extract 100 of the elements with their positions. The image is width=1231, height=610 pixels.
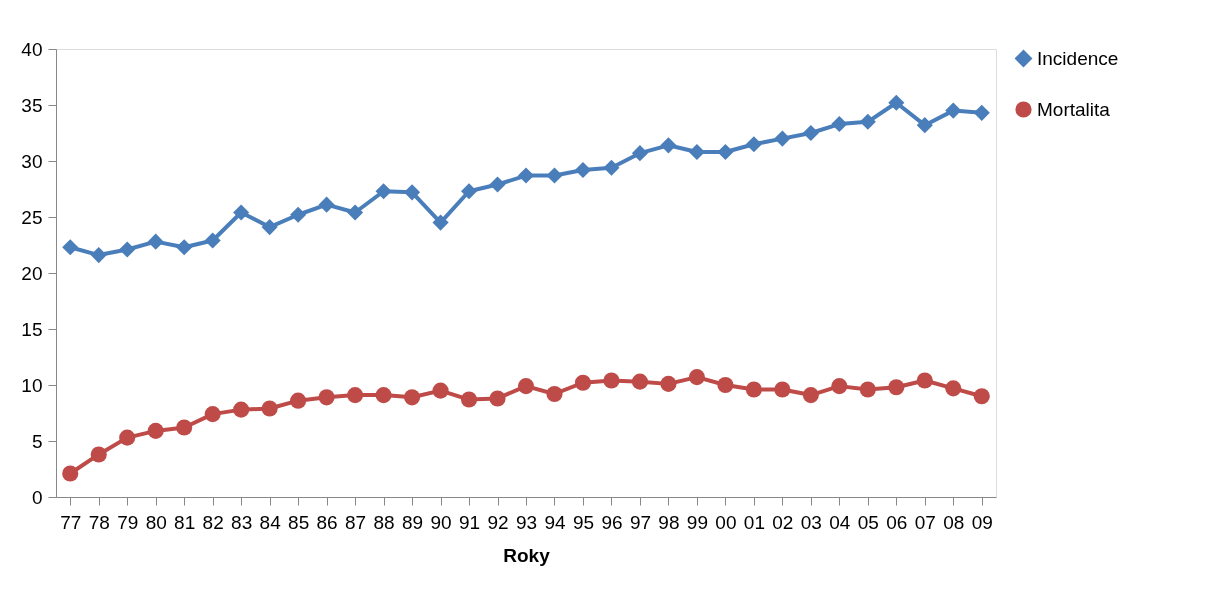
point [717,143,734,161]
point [945,380,962,397]
point [546,385,563,403]
point [517,378,535,395]
point [432,382,449,399]
point [517,167,535,184]
x-tick-label: 80 [145,511,167,533]
point [574,161,592,179]
y-tick-label: 10 [21,374,43,396]
x-tick-label: 86 [316,511,338,533]
point [574,374,592,391]
x-tick-label: 78 [88,511,110,533]
point [204,232,221,249]
point [261,219,278,236]
x-tick-label: 89 [401,511,424,533]
legend-label: Incidence [1037,47,1119,69]
point [119,241,136,258]
point [460,391,478,408]
point [631,373,648,390]
point [688,143,705,161]
point [802,387,819,404]
x-tick-label: 08 [943,511,965,533]
y-tick-label: 20 [21,262,43,284]
point [62,465,79,482]
point [233,204,250,221]
point [460,183,478,200]
point [347,387,364,404]
point [176,239,193,256]
y-tick-label: 30 [21,150,43,172]
point [147,233,164,250]
x-tick-label: 07 [914,511,936,533]
point [717,376,734,394]
point [660,375,677,392]
point [489,176,506,193]
point [90,446,107,463]
y-tick-label: 15 [21,318,43,340]
y-tick-label: 0 [31,486,43,508]
x-tick-label: 92 [487,511,509,533]
x-axis-title: Roky [503,544,551,566]
point [774,381,791,398]
x-tick-label: 97 [629,511,652,533]
point [404,389,421,406]
point [603,372,620,389]
x-tick-label: 84 [259,511,282,533]
x-tick-label: 79 [117,511,139,533]
point [318,389,335,406]
x-tick-label: 99 [686,511,708,533]
x-tick-label: 98 [658,511,680,533]
y-tick-label: 5 [31,430,43,452]
point [546,167,563,184]
point [489,390,506,407]
point [831,378,848,395]
point [945,102,962,119]
point [859,113,876,130]
point [859,381,876,398]
point [973,104,990,121]
point [375,183,392,200]
x-tick-label: 91 [458,511,481,533]
x-tick-label: 85 [288,511,310,533]
point [831,115,848,133]
legend-label: Mortalita [1037,98,1111,120]
point [603,159,620,176]
point [204,406,221,423]
point [119,429,136,446]
y-tick-label: 35 [21,94,43,116]
x-tick-label: 00 [715,511,737,533]
point [888,379,905,396]
x-tick-label: 04 [829,511,851,533]
x-tick-label: 93 [515,511,538,533]
x-tick-label: 02 [772,511,794,533]
point [233,401,250,418]
point [318,196,335,213]
x-tick-label: 96 [601,511,623,533]
point [404,184,421,201]
point [802,124,819,142]
point [973,388,990,405]
x-tick-label: 81 [174,511,196,533]
point [347,204,364,221]
point [90,247,107,264]
point [888,94,905,111]
x-tick-label: 01 [743,511,765,533]
point [745,381,762,398]
x-tick-label: 09 [971,511,993,533]
x-tick-label: 83 [231,511,253,533]
point [176,419,193,436]
x-tick-label: 94 [544,511,566,533]
point [62,239,79,256]
point [147,422,164,439]
x-tick-label: 95 [572,511,595,533]
point [660,137,677,154]
point [290,392,307,409]
x-tick-label: 90 [430,511,452,533]
y-tick-label: 40 [21,38,43,60]
point [916,372,933,389]
point [290,206,307,223]
x-tick-label: 05 [857,511,879,533]
point [916,117,933,134]
point [261,400,278,417]
point [688,369,705,386]
point [631,145,648,162]
